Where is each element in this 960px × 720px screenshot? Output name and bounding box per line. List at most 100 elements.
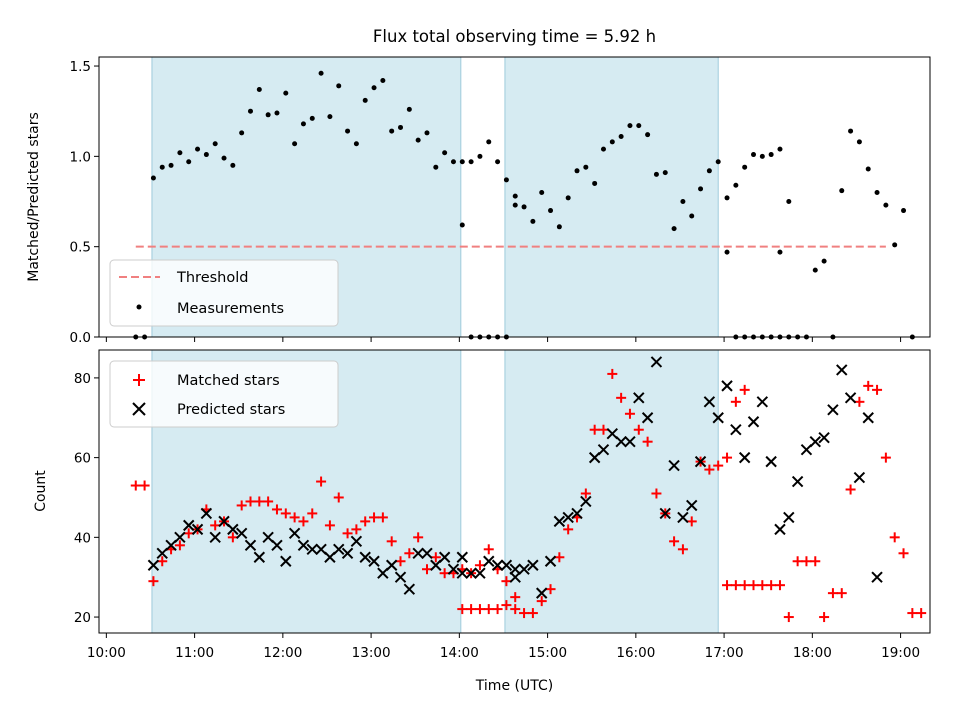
predicted-star-point: [165, 539, 177, 552]
matched-star-point: [501, 600, 512, 611]
measurement-point: [159, 164, 165, 170]
matched-star-point: [474, 560, 485, 571]
measurement-point: [230, 162, 236, 168]
matched-star-point: [624, 408, 635, 419]
matched-stars-layer: [130, 368, 927, 623]
x-tick-label: 17:00: [705, 645, 744, 661]
predicted-star-point: [588, 451, 601, 464]
measurement-point: [212, 141, 218, 147]
matched-star-point: [157, 556, 168, 567]
measurement-point: [574, 168, 580, 174]
matched-star-point: [766, 580, 777, 591]
measurement-point: [724, 195, 730, 201]
predicted-star-point: [659, 507, 671, 520]
measurement-point: [715, 159, 721, 165]
measurement-point: [318, 70, 324, 76]
predicted-star-point: [509, 571, 521, 583]
predicted-star-point: [262, 531, 274, 544]
predicted-star-point: [456, 551, 468, 563]
matched-star-point: [457, 604, 468, 615]
matched-star-point: [254, 496, 265, 507]
predicted-star-point: [730, 424, 742, 436]
matched-star-point: [898, 548, 909, 559]
measurement-point: [256, 87, 262, 93]
predicted-star-point: [491, 559, 504, 571]
predicted-star-point: [712, 412, 724, 424]
measurement-point: [265, 112, 271, 118]
predicted-star-point: [359, 551, 371, 563]
matched-star-point: [474, 604, 485, 615]
x-tick-label: 18:00: [793, 645, 832, 661]
measurement-point: [300, 121, 306, 127]
measurement-point: [398, 124, 404, 130]
predicted-star-point: [809, 435, 821, 448]
predicted-star-point: [315, 543, 327, 556]
bottom-y-tick-label: 60: [74, 451, 91, 467]
matched-star-point: [757, 580, 768, 591]
measurement-point: [292, 141, 298, 147]
predicted-star-point: [174, 531, 186, 544]
measurement-point: [424, 130, 430, 136]
measurement-point: [406, 106, 412, 112]
matched-star-point: [404, 548, 415, 559]
predicted-stars-legend-label: Predicted stars: [177, 402, 285, 418]
measurement-point: [486, 139, 492, 145]
predicted-star-point: [456, 567, 468, 579]
top-x-ticks: [105, 337, 902, 342]
matched-star-point: [836, 588, 847, 599]
measurement-point: [786, 199, 792, 205]
matched-star-point: [536, 596, 547, 607]
measurement-point: [768, 152, 774, 158]
measurement-point: [274, 110, 280, 116]
measurement-point: [309, 115, 315, 121]
predicted-star-point: [738, 451, 751, 464]
measurement-point: [812, 267, 818, 273]
matched-star-point: [633, 424, 644, 435]
measurement-point: [353, 141, 359, 147]
predicted-star-point: [341, 547, 354, 559]
measurement-point: [495, 159, 501, 165]
measurement-point: [389, 128, 395, 134]
measurement-point: [706, 168, 712, 174]
matched-star-point: [598, 424, 609, 435]
measurement-point: [592, 180, 598, 186]
predicted-star-point: [280, 555, 292, 567]
predicted-star-point: [597, 443, 610, 456]
matched-star-point: [483, 544, 494, 555]
x-tick-label: 16:00: [616, 645, 655, 661]
predicted-star-point: [562, 511, 574, 524]
bottom-y-tick-label: 40: [74, 530, 91, 546]
bottom-x-ticks: 10:00 11:00 12:00 13:00 14:00 15:00 16:00 17:00…: [87, 633, 920, 661]
matched-star-point: [810, 556, 821, 567]
predicted-star-point: [862, 412, 874, 424]
matched-star-point: [730, 396, 741, 407]
matched-star-point: [245, 496, 256, 507]
measurement-point: [203, 152, 209, 158]
matched-star-point: [554, 552, 565, 563]
matched-star-point: [589, 424, 600, 435]
matched-star-point: [774, 580, 785, 591]
matched-star-point: [377, 512, 388, 523]
predicted-star-point: [500, 559, 513, 571]
matched-star-point: [677, 544, 688, 555]
matched-star-point: [730, 580, 741, 591]
predicted-star-point: [580, 495, 592, 508]
x-tick-label: 15:00: [528, 645, 567, 661]
measurement-point: [777, 146, 783, 152]
measurement-point: [283, 90, 289, 96]
bottom-legend-box: [109, 360, 339, 428]
predicted-star-point: [191, 523, 204, 536]
measurement-point: [239, 130, 245, 136]
measurement-point: [848, 128, 854, 134]
measurement-point: [186, 159, 192, 165]
matched-star-point: [889, 532, 900, 543]
top-y-axis-label: Matched/Predicted stars: [26, 112, 42, 282]
measurement-point: [645, 132, 651, 138]
measurement-point: [195, 146, 201, 152]
predicted-star-point: [403, 583, 416, 595]
predicted-star-point: [465, 567, 477, 579]
measurement-point: [583, 164, 589, 170]
matched-star-point: [466, 604, 477, 615]
x-tick-label: 10:00: [87, 645, 126, 661]
matched-star-point: [289, 512, 300, 523]
